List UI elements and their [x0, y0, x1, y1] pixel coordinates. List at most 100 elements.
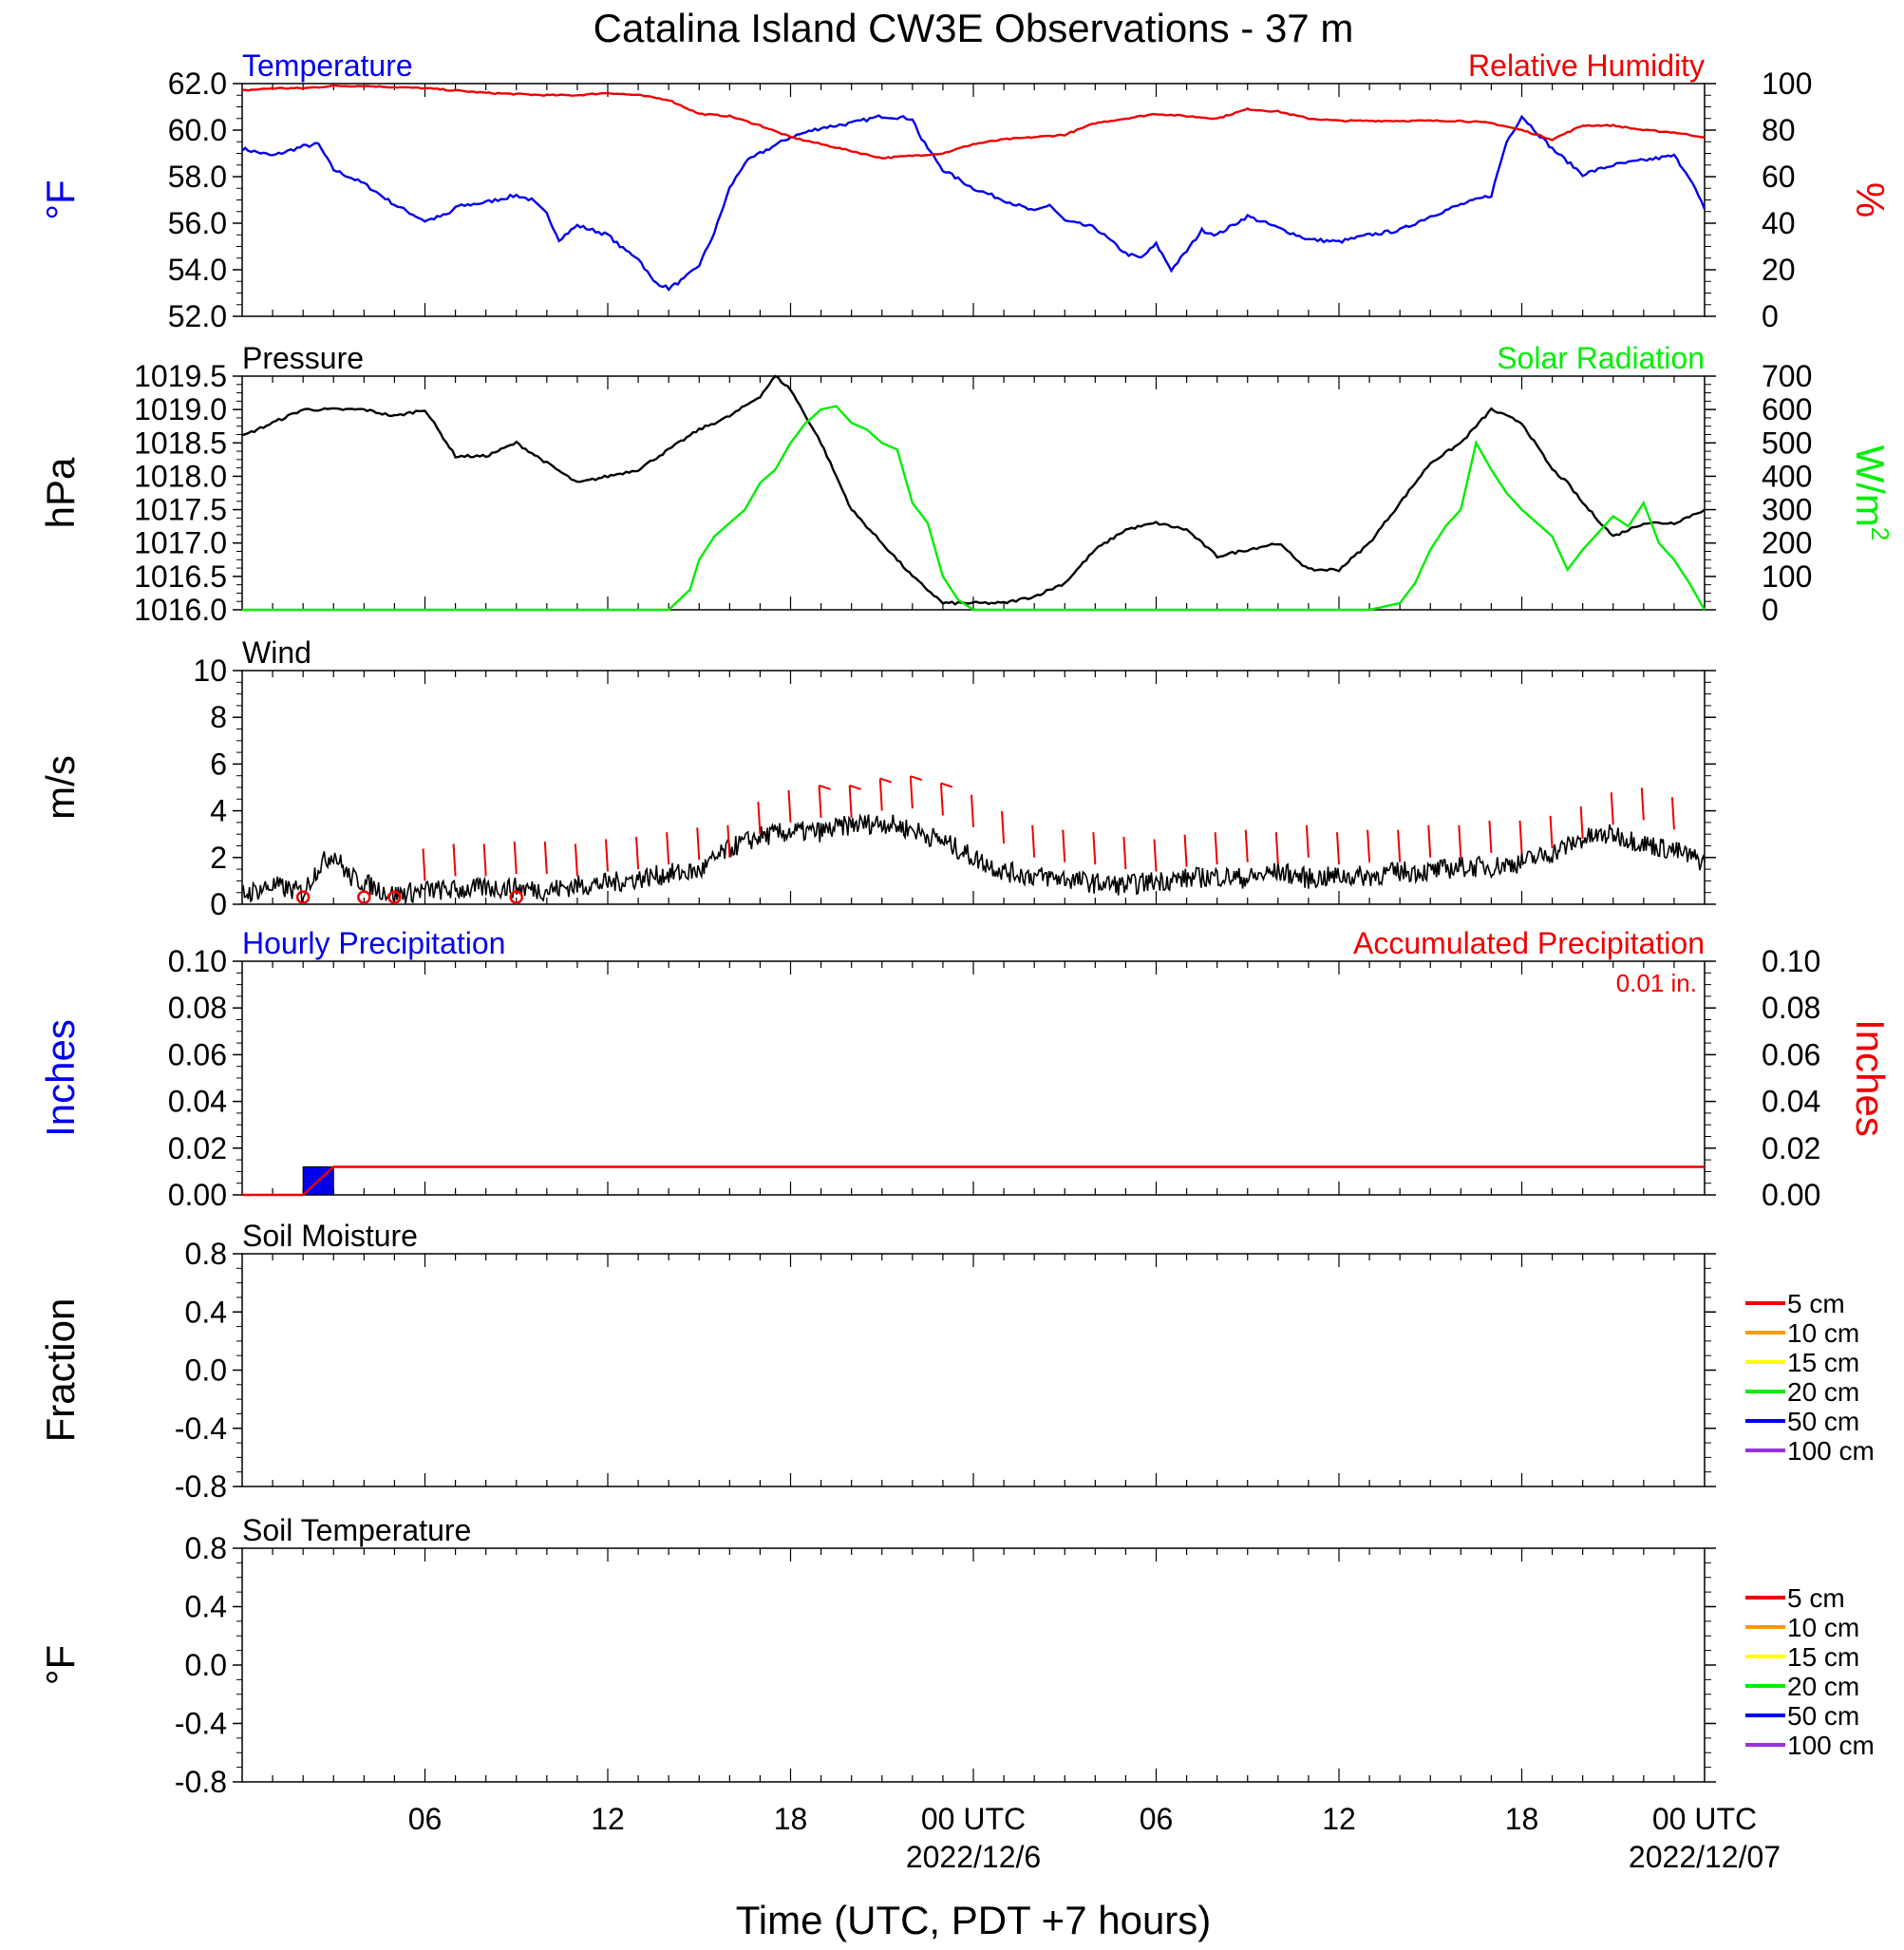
- x-axis-label: Time (UTC, PDT +7 hours): [736, 1898, 1212, 1942]
- wind-barb: [1427, 824, 1432, 858]
- y-tick-label: 1017.5: [134, 493, 227, 527]
- y-tick-label: 0.8: [185, 1531, 227, 1565]
- wind-barb: [452, 843, 457, 877]
- plot-frame: [241, 375, 1706, 611]
- y-tick-label: 0: [210, 887, 227, 921]
- wind-barb-flag: [879, 777, 893, 784]
- y-tick-label: 0.08: [168, 991, 227, 1025]
- wind-barb: [1062, 829, 1066, 862]
- wind-barb-flag: [940, 782, 953, 788]
- legend-label: 100 cm: [1787, 1731, 1875, 1760]
- panel-precipitation: 0.10 0.08 0.06 0.04 0.02 0.00 0.10 0.08 0.06 0.04…: [38, 926, 1893, 1212]
- wind-barb: [1579, 806, 1584, 840]
- wind-barb: [787, 789, 792, 823]
- wind-barb: [1640, 787, 1645, 821]
- panel-title-left: Soil Moisture: [242, 1219, 418, 1253]
- right-tick-label: 0.06: [1762, 1037, 1820, 1071]
- wind-barb: [757, 802, 762, 835]
- y-tick-label: 8: [210, 700, 227, 734]
- series-line-solar-radiation: [242, 405, 1706, 612]
- wind-barb: [1367, 829, 1371, 862]
- plot-frame: [241, 83, 1706, 317]
- wind-barb: [1488, 820, 1493, 853]
- x-tick-label: 18: [774, 1802, 808, 1836]
- y-tick-label: 0.0: [185, 1648, 227, 1682]
- y-tick-label: 60.0: [168, 113, 227, 147]
- wind-barb: [1336, 832, 1340, 865]
- panel-title-left: Temperature: [242, 48, 413, 83]
- panel-temperature-humidity: 62.0 60.0 58.0 56.0 54.0 52.0 100 80 60 40 20 0 Temp…: [38, 48, 1893, 333]
- right-tick-label: 0.02: [1762, 1131, 1820, 1165]
- series-line-relative-humidity: [241, 84, 1706, 160]
- y-tick-label: -0.8: [175, 1765, 227, 1799]
- wind-barb-flag: [910, 775, 923, 782]
- wind-barb: [818, 785, 822, 819]
- y-axis-unit-left: °F: [38, 1645, 83, 1685]
- legend-label: 15 cm: [1787, 1642, 1859, 1672]
- y-tick-label: -0.8: [175, 1469, 227, 1504]
- wind-barb: [971, 794, 974, 827]
- right-tick-label: 40: [1762, 206, 1796, 240]
- wind-barb: [635, 837, 640, 870]
- legend-label: 20 cm: [1787, 1672, 1859, 1701]
- wind-barb: [726, 824, 731, 858]
- plot-frame: [241, 670, 1706, 905]
- legend-label: 5 cm: [1787, 1289, 1845, 1318]
- y-tick-label: 1018.5: [134, 426, 227, 460]
- precip-total-label: 0.01 in.: [1616, 969, 1697, 997]
- right-tick-label: 500: [1762, 426, 1812, 460]
- wind-barb: [1518, 820, 1523, 853]
- x-tick-label: 00 UTC: [921, 1802, 1026, 1836]
- wind-barb: [513, 841, 518, 875]
- right-tick-label: 700: [1762, 359, 1812, 393]
- right-tick-label: 400: [1762, 459, 1812, 493]
- panel-wind: 10 8 6 4 2 0 Wind m/s: [38, 635, 1716, 921]
- series-line-wind: [241, 813, 1706, 906]
- unit-superscript: 2: [1866, 527, 1895, 540]
- plot-frame: [241, 1547, 1706, 1783]
- right-tick-label: 0.04: [1762, 1085, 1820, 1119]
- legend-label: 5 cm: [1787, 1583, 1845, 1613]
- panel-soil-moisture: 0.8 0.4 0.0 -0.4 -0.8 Soil Moisture Fraction 5 …: [38, 1219, 1875, 1504]
- wind-barb: [666, 832, 670, 865]
- wind-barb: [1214, 832, 1218, 865]
- x-tick-label: 06: [408, 1802, 443, 1836]
- y-tick-label: -0.4: [175, 1707, 227, 1741]
- right-tick-label: 60: [1762, 160, 1796, 194]
- wind-barb: [848, 785, 853, 819]
- panel-title-right: Relative Humidity: [1468, 48, 1705, 83]
- wind-barb: [1153, 839, 1158, 872]
- right-tick-label: 0: [1762, 593, 1779, 627]
- y-tick-label: 1018.0: [134, 459, 227, 493]
- right-tick-label: 0: [1762, 299, 1779, 333]
- x-tick-label: 18: [1505, 1802, 1539, 1836]
- calm-wind-circle: [357, 890, 371, 904]
- series-line-pressure: [241, 374, 1706, 606]
- y-axis-unit-left: hPa: [38, 457, 83, 528]
- wind-barb: [696, 827, 701, 861]
- right-tick-label: 200: [1762, 526, 1812, 560]
- y-axis-unit-left: Fraction: [38, 1298, 83, 1443]
- y-tick-label: 56.0: [168, 206, 227, 240]
- right-tick-label: 20: [1762, 253, 1796, 287]
- wind-barb: [909, 776, 914, 809]
- y-axis-unit-right: W/m2: [1848, 445, 1895, 541]
- y-tick-label: 0.10: [168, 944, 227, 978]
- right-tick-label: 80: [1762, 113, 1796, 147]
- legend-label: 15 cm: [1787, 1348, 1859, 1377]
- y-axis-unit-right: %: [1848, 182, 1893, 218]
- y-axis-unit-left: m/s: [38, 755, 83, 820]
- wind-barb: [1244, 829, 1249, 862]
- wind-barb: [1092, 832, 1097, 865]
- wind-barb: [1001, 810, 1006, 844]
- panel-pressure-solar: 1019.51019.01018.51018.01017.51017.01016…: [38, 341, 1895, 627]
- wind-barb: [1031, 824, 1036, 858]
- panel-title-left: Pressure: [242, 341, 364, 375]
- wind-barb: [1458, 824, 1462, 858]
- plot-frame: [241, 1253, 1706, 1487]
- x-tick-label: 00 UTC: [1652, 1802, 1757, 1836]
- x-tick-label: 12: [1322, 1802, 1356, 1836]
- calm-wind-circle: [509, 890, 523, 904]
